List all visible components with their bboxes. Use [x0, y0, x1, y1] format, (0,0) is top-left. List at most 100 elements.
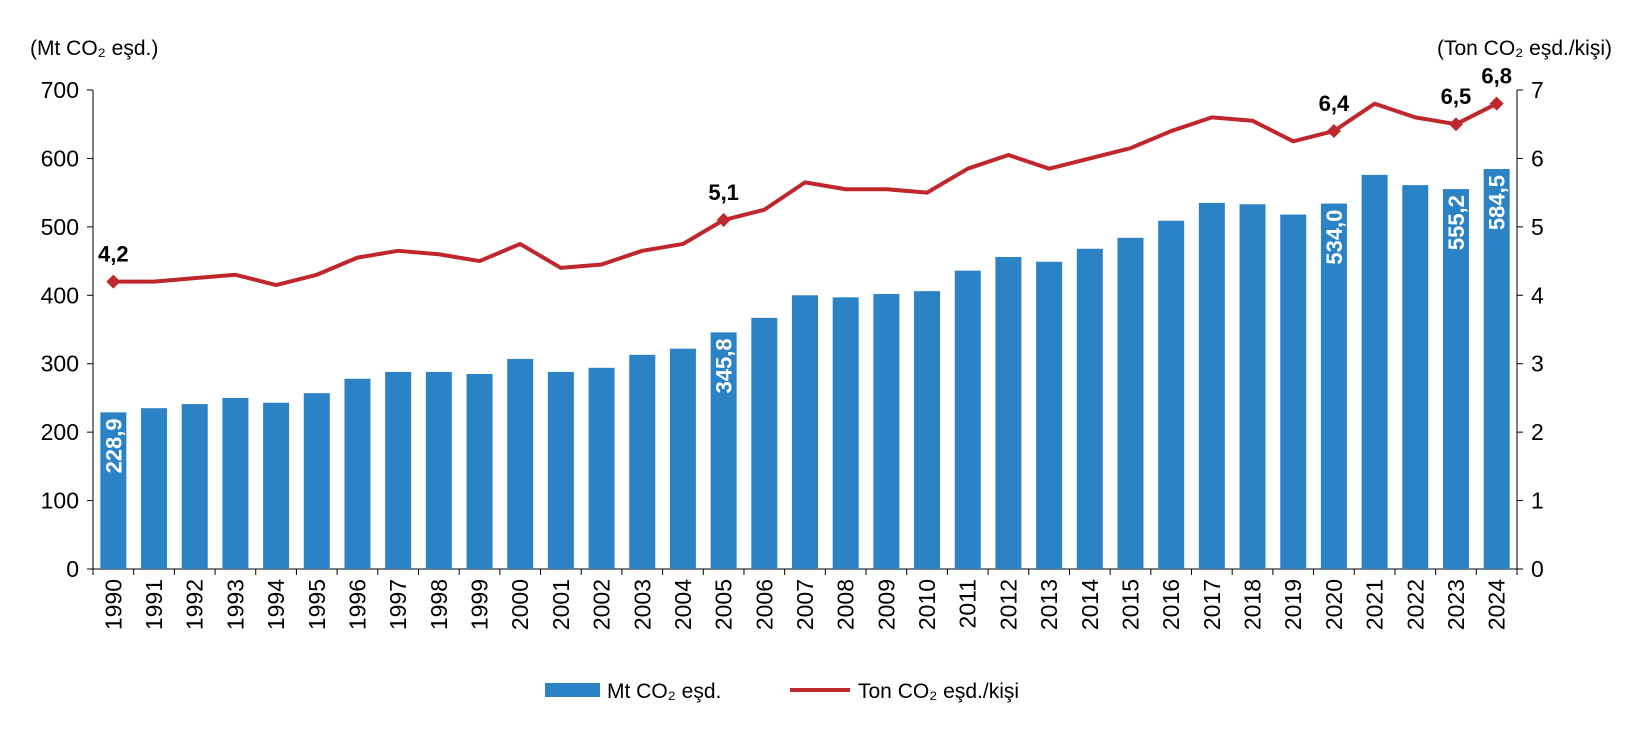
- x-tick-label: 2023: [1443, 579, 1469, 630]
- y2-tick-label: 4: [1531, 282, 1544, 308]
- bar: [588, 367, 615, 569]
- x-tick-label: 2022: [1402, 579, 1428, 630]
- bar-value-label: 555,2: [1444, 195, 1469, 250]
- x-tick-label: 2017: [1199, 579, 1225, 630]
- y2-tick-label: 3: [1531, 351, 1544, 377]
- x-tick-label: 2000: [507, 579, 533, 630]
- x-tick-label: 2024: [1484, 579, 1510, 630]
- y2-tick-label: 7: [1531, 77, 1544, 103]
- bar-value-label: 584,5: [1485, 175, 1510, 230]
- y-axis-title: (Mt CO₂ eşd.): [30, 37, 158, 60]
- x-tick-label: 2016: [1158, 579, 1184, 630]
- x-tick-label: 2004: [670, 579, 696, 630]
- bar: [344, 378, 371, 569]
- bar: [1076, 248, 1103, 570]
- legend-label: Ton CO₂ eşd./kişi: [858, 680, 1019, 703]
- x-tick-label: 2012: [995, 579, 1021, 630]
- y2-tick-label: 6: [1531, 145, 1544, 171]
- bar: [385, 371, 412, 569]
- bar: [1158, 220, 1185, 569]
- y-tick-label: 600: [41, 145, 79, 171]
- y-tick-label: 700: [41, 77, 79, 103]
- line-marker: [1326, 124, 1341, 139]
- bar: [751, 317, 778, 569]
- x-tick-label: 2020: [1321, 579, 1347, 630]
- x-tick-label: 1990: [100, 579, 126, 630]
- x-tick-label: 1994: [263, 579, 289, 630]
- legend-swatch: [545, 683, 600, 697]
- y2-tick-label: 5: [1531, 214, 1544, 240]
- bar: [1117, 237, 1144, 569]
- x-tick-label: 2019: [1280, 579, 1306, 630]
- x-tick-label: 2014: [1077, 579, 1103, 630]
- bar-value-label: 228,9: [101, 418, 126, 473]
- bar: [792, 295, 818, 569]
- bar-value-label: 534,0: [1322, 210, 1347, 265]
- x-tick-label: 2011: [955, 579, 981, 628]
- x-tick-label: 1993: [222, 579, 248, 630]
- line-marker: [1489, 96, 1504, 111]
- bar: [954, 270, 981, 569]
- bar: [1442, 189, 1469, 569]
- x-tick-label: 2021: [1362, 579, 1388, 630]
- x-tick-label: 1997: [385, 579, 411, 630]
- x-tick-label: 2006: [751, 579, 777, 630]
- y-tick-label: 400: [41, 282, 79, 308]
- bar-value-label: 345,8: [712, 338, 737, 393]
- line-value-label: 6,8: [1481, 64, 1512, 89]
- bar: [1402, 185, 1429, 569]
- y2-tick-label: 1: [1531, 488, 1544, 514]
- x-tick-label: 2013: [1036, 579, 1062, 630]
- y-tick-label: 500: [41, 214, 79, 240]
- legend-label: Mt CO₂ eşd.: [607, 680, 721, 703]
- bar: [1280, 214, 1307, 570]
- bar: [995, 256, 1022, 569]
- bar: [832, 297, 859, 569]
- bar: [1036, 261, 1063, 569]
- line-value-label: 6,4: [1319, 91, 1350, 116]
- line: [113, 101, 1498, 288]
- bar: [222, 397, 249, 569]
- line-marker: [106, 274, 121, 289]
- x-tick-label: 2001: [548, 579, 574, 630]
- bar: [1483, 169, 1510, 569]
- x-tick-label: 2008: [833, 579, 859, 630]
- line-value-label: 4,2: [98, 242, 129, 267]
- bar: [507, 358, 534, 569]
- bar: [263, 402, 290, 569]
- bar: [1239, 204, 1266, 570]
- line-marker: [716, 213, 731, 228]
- x-tick-label: 1998: [426, 579, 452, 630]
- line-value-label: 5,1: [708, 180, 739, 205]
- bar: [1320, 203, 1347, 569]
- bar: [466, 373, 493, 569]
- bar: [1198, 202, 1225, 569]
- x-tick-label: 2003: [629, 579, 655, 630]
- y-tick-label: 300: [41, 351, 79, 377]
- x-tick-label: 1995: [304, 579, 330, 630]
- x-tick-label: 2018: [1240, 579, 1266, 630]
- bar: [100, 412, 127, 569]
- bar: [181, 404, 208, 569]
- bar: [873, 293, 900, 569]
- x-tick-label: 1992: [182, 579, 208, 630]
- x-tick-label: 2015: [1117, 579, 1143, 630]
- y2-tick-label: 0: [1531, 556, 1544, 582]
- x-tick-label: 1991: [141, 579, 167, 630]
- y-tick-label: 0: [66, 556, 79, 582]
- y2-tick-label: 2: [1531, 419, 1544, 445]
- line-value-label: 6,5: [1441, 84, 1472, 109]
- x-tick-label: 2010: [914, 579, 940, 630]
- bar: [710, 332, 737, 569]
- bar: [303, 393, 330, 569]
- bar: [547, 371, 574, 569]
- x-tick-label: 1999: [467, 579, 493, 630]
- x-tick-label: 2009: [873, 579, 899, 630]
- bar: [629, 354, 656, 569]
- line-marker: [1448, 117, 1463, 132]
- bar: [1361, 174, 1388, 569]
- y-tick-label: 200: [41, 419, 79, 445]
- bar: [669, 348, 696, 569]
- bar: [914, 291, 941, 569]
